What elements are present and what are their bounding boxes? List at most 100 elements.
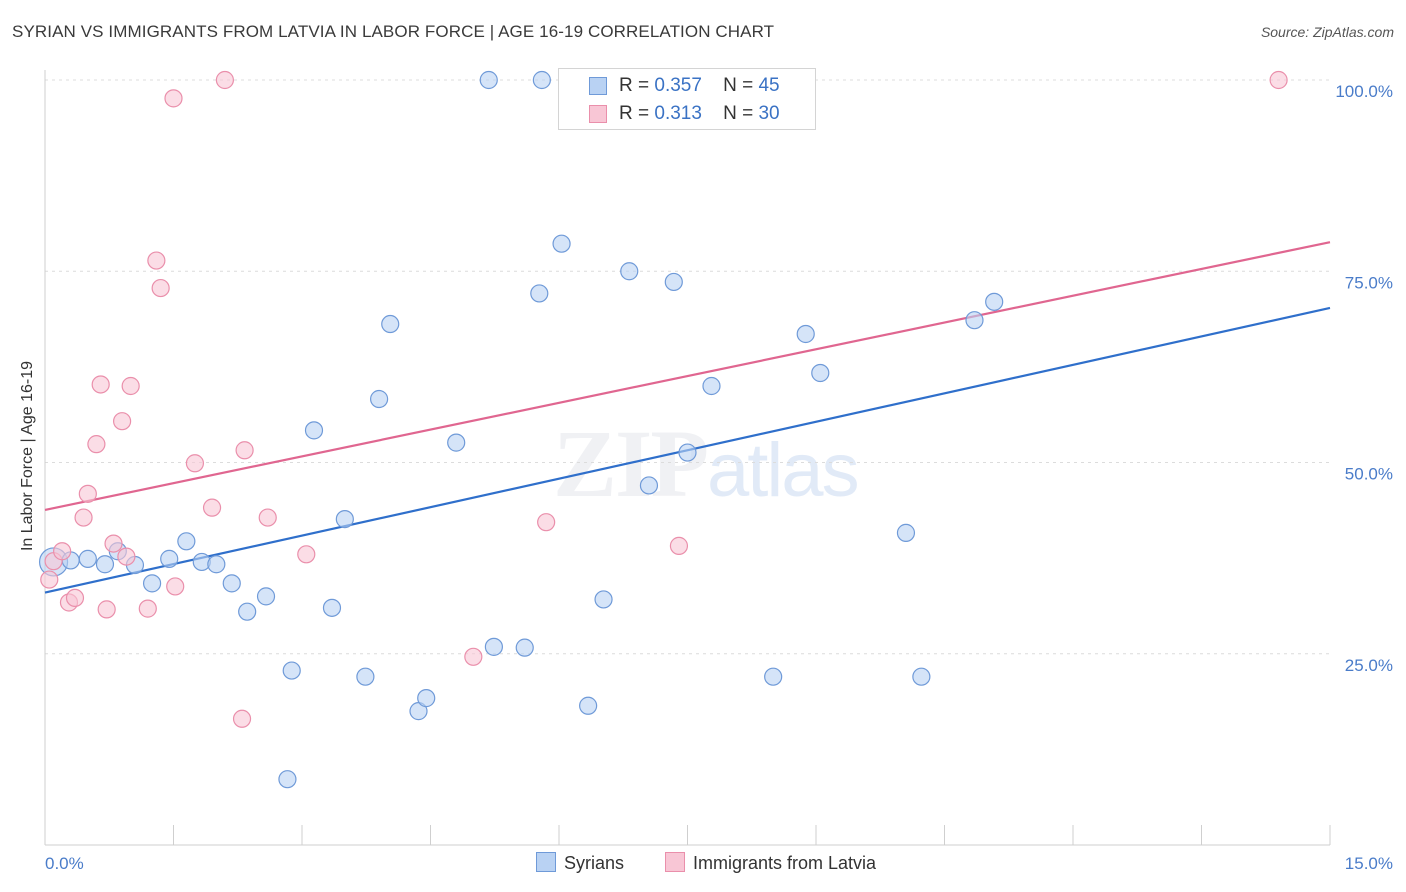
y-tick-label: 75.0% [1345,273,1393,292]
y-tick-label: 25.0% [1345,656,1393,675]
syrian-point [484,637,503,656]
legend-r-value: 0.357 [654,75,702,96]
legend-swatch-blue [589,77,607,95]
chart-title: SYRIAN VS IMMIGRANTS FROM LATVIA IN LABO… [12,22,775,41]
latvia-point [74,508,93,527]
axes [44,70,1331,846]
legend-r-value: 0.313 [654,103,702,124]
syrian-point [142,574,162,593]
legend-n-value: 45 [758,75,780,96]
series-swatch-latvia [665,852,685,872]
syrian-point [177,532,196,551]
watermark: ZIPatlas [553,408,860,519]
syrian-point [912,667,931,686]
correlation-legend: R = 0.357 N = 45 R = 0.313 N = 30 [558,68,816,130]
syrian-point [579,696,598,715]
syrian-point [515,638,534,657]
syrian-point [702,376,721,396]
latvia-point [117,547,136,566]
syrian-point [304,421,324,440]
latvia-point [537,513,556,532]
syrian-point [417,689,436,708]
syrian-point [594,590,613,609]
latvia-point [121,376,140,396]
latvia-point [147,251,166,270]
syrian-point [620,262,639,281]
syrian-point [764,667,783,686]
syrian-point [381,314,400,334]
legend-n-label: N = [723,75,754,96]
gridlines [45,79,1330,655]
x-tick-label-max: 15.0% [1345,854,1393,873]
series-legend-syrians: Syrians [536,852,624,874]
latvia-point [53,542,72,561]
latvia-point [669,536,689,555]
latvia-point [202,498,222,517]
series-legend-latvia: Immigrants from Latvia [665,852,876,874]
syrian-point [664,272,683,292]
latvia-point [40,570,59,589]
series-swatch-syrians [536,852,556,872]
data-points [38,70,1288,789]
syrian-point [678,443,697,462]
syrian-point [222,574,241,593]
latvia-point [91,375,110,394]
legend-n-value: 30 [758,103,780,124]
syrian-point [639,476,659,495]
x-tick-label-min: 0.0% [45,854,84,873]
syrian-point [356,667,375,686]
latvia-point [297,545,316,564]
y-tick-label: 100.0% [1335,82,1393,101]
syrian-point [965,311,984,330]
syrian-point [896,523,916,542]
syrian-point [370,389,389,409]
syrian-point [985,292,1004,311]
syrian-point [256,587,276,606]
source-label: Source: ZipAtlas.com [1260,24,1394,40]
latvia-point [78,484,97,503]
legend-row-latvia: R = 0.313 N = 30 [619,103,780,125]
legend-n-label: N = [723,103,754,124]
syrian-point [282,661,301,680]
syrian-point [530,284,549,303]
syrian-point [796,324,815,344]
syrian-point [278,770,297,789]
syrian-point [447,433,466,452]
latvia-point [164,89,183,108]
syrian-point [238,602,257,621]
legend-row-syrians: R = 0.357 N = 45 [619,75,780,97]
latvia-point [235,441,254,460]
latvia-point [65,588,85,608]
syrian-point [335,510,354,529]
legend-r-label: R = [619,75,650,96]
syrian-point [78,549,97,568]
syrian-point [322,598,342,617]
y-tick-label: 50.0% [1345,465,1393,484]
latvia-point [166,577,185,596]
latvia-point [138,599,157,618]
tick-labels: 25.0% 50.0% 75.0% 100.0% 0.0% 15.0% [45,82,1393,873]
watermark-atlas: atlas [707,428,860,513]
latvia-point [464,647,483,666]
series-name-latvia: Immigrants from Latvia [693,853,877,873]
latvia-point [112,412,132,431]
trend-lines [44,241,1331,594]
latvia-trend-line [44,241,1331,512]
latvia-point [87,435,106,454]
syrian-point [811,363,830,383]
syrian-point [532,70,551,90]
series-name-syrians: Syrians [564,853,625,873]
latvia-point [232,709,252,728]
syrian-point [479,70,498,90]
legend-r-label: R = [619,103,650,124]
syrian-point [552,234,571,253]
latvia-point [258,508,277,527]
latvia-point [215,70,234,90]
latvia-point [185,454,205,473]
syrian-point [207,555,226,574]
legend-swatch-pink [589,105,607,123]
latvia-point [1269,70,1288,90]
latvia-point [104,534,123,553]
latvia-point [151,278,170,298]
